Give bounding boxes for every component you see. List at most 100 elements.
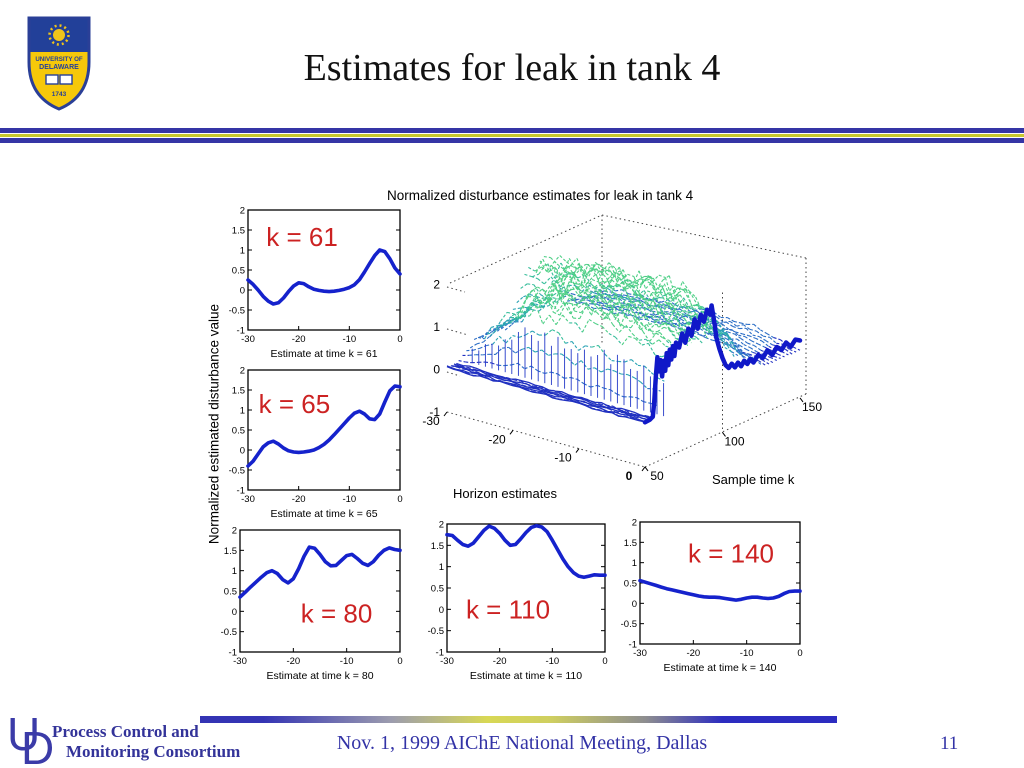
svg-text:0: 0 <box>797 648 802 659</box>
logo-year: 1743 <box>52 91 67 98</box>
svg-text:2: 2 <box>232 526 237 537</box>
svg-text:0.5: 0.5 <box>232 426 245 437</box>
svg-text:1: 1 <box>433 320 440 334</box>
k-annotation: k = 61 <box>266 222 338 252</box>
ud-monogram-logo: U D <box>7 712 54 768</box>
monogram-u: U <box>7 712 40 760</box>
subplot-k140: 2 1.5 1 0.5 0 -0.5 -1 -30 -20 -10 0 Estimate at tim… <box>614 516 808 695</box>
svg-text:-1: -1 <box>629 640 637 651</box>
svg-text:1.5: 1.5 <box>232 226 245 237</box>
svg-text:-20: -20 <box>488 432 506 446</box>
svg-text:0.5: 0.5 <box>224 587 237 598</box>
svg-text:50: 50 <box>650 469 664 483</box>
consortium-line1: Process Control and <box>52 722 199 741</box>
front-edge-trace <box>642 303 803 425</box>
svg-text:0: 0 <box>397 494 402 505</box>
figure-title: Normalized disturbance estimates for lea… <box>387 188 694 203</box>
subplot-k80: 2 1.5 1 0.5 0 -0.5 -1 -30 -20 -10 0 Estimate at tim… <box>214 524 408 703</box>
subplot-k61: 2 1.5 1 0.5 0 -0.5 -1 -30 -20 -10 0 Estimate at tim… <box>222 204 408 381</box>
svg-text:-10: -10 <box>740 648 754 659</box>
consortium-line2: Monitoring Consortium <box>66 742 241 761</box>
monogram-d: D <box>21 722 54 768</box>
svg-text:-10: -10 <box>545 656 559 667</box>
subplot-k65: 2 1.5 1 0.5 0 -0.5 -1 -30 -20 -10 0 Estimate at tim… <box>222 364 408 541</box>
svg-text:100: 100 <box>724 434 744 448</box>
footer-meeting-text: Nov. 1, 1999 AIChE National Meeting, Dal… <box>336 732 708 754</box>
surface-plot-3d: 2 1 0 -1 -30 -20 -10 0 50 100 150 Horizon estimates… <box>420 200 840 510</box>
consortium-name: Process Control and Monitoring Consortiu… <box>52 722 240 762</box>
svg-text:1.5: 1.5 <box>224 546 237 557</box>
k-annotation: k = 140 <box>688 538 774 568</box>
svg-text:-30: -30 <box>233 656 247 667</box>
x-axis-label: Estimate at time k = 110 <box>470 670 582 682</box>
svg-text:2: 2 <box>632 518 637 529</box>
p110-svg: 2 1.5 1 0.5 0 -0.5 -1-30 -20 -10 0 Estimate at tim… <box>428 520 608 683</box>
svg-text:2: 2 <box>240 206 245 217</box>
svg-text:1: 1 <box>439 562 444 573</box>
svg-text:1.5: 1.5 <box>232 386 245 397</box>
divider-stripe-gap1 <box>0 133 1024 134</box>
svg-text:-20: -20 <box>686 648 700 659</box>
svg-text:-20: -20 <box>292 494 306 505</box>
title-divider-bar <box>0 128 1024 143</box>
data-line <box>238 545 402 599</box>
figure-y-axis-label: Normalized estimated disturbance value <box>206 303 222 545</box>
svg-text:-20: -20 <box>493 656 507 667</box>
svg-text:-10: -10 <box>554 451 572 465</box>
data-line <box>638 578 802 602</box>
svg-text:0: 0 <box>397 334 402 345</box>
x-axis-label: Estimate at time k = 65 <box>270 508 377 520</box>
horizon-axis-label: Horizon estimates <box>453 486 558 501</box>
svg-text:-30: -30 <box>241 494 255 505</box>
svg-text:0.5: 0.5 <box>624 579 637 590</box>
book-left-page <box>45 74 59 85</box>
k-annotation: k = 65 <box>259 389 331 419</box>
book-right-page <box>59 74 73 85</box>
axes-box <box>247 369 401 491</box>
svg-text:-20: -20 <box>292 334 306 345</box>
svg-text:2: 2 <box>439 520 444 531</box>
svg-text:-10: -10 <box>342 494 356 505</box>
axes-box <box>239 529 401 653</box>
svg-text:-30: -30 <box>241 334 255 345</box>
surf3d-svg: 2 1 0 -1-30 -20 -10 0 50 100 150 Horizon estimates… <box>422 214 822 501</box>
svg-text:0: 0 <box>240 286 245 297</box>
k-annotation: k = 80 <box>301 599 373 629</box>
svg-text:-0.5: -0.5 <box>428 626 444 637</box>
svg-text:150: 150 <box>802 400 822 414</box>
svg-text:0: 0 <box>397 656 402 667</box>
svg-text:-20: -20 <box>286 656 300 667</box>
logo-banner-top: UNIVERSITY OF <box>35 56 83 63</box>
svg-text:0: 0 <box>602 656 607 667</box>
svg-text:0: 0 <box>232 607 237 618</box>
k-annotation: k = 110 <box>466 595 550 625</box>
svg-text:0: 0 <box>439 605 444 616</box>
svg-text:1.5: 1.5 <box>624 538 637 549</box>
svg-text:-1: -1 <box>229 648 237 659</box>
svg-text:0.5: 0.5 <box>431 584 444 595</box>
sun-rays-icon <box>48 24 70 46</box>
footer-gradient-bar <box>200 716 837 723</box>
p65-svg: 2 1.5 1 0.5 0 -0.5 -1-30 -20 -10 0 Estimate at tim… <box>229 366 403 521</box>
logo-banner-bottom: DELAWARE <box>39 64 79 71</box>
svg-text:0: 0 <box>626 469 633 483</box>
svg-text:-1: -1 <box>429 405 440 419</box>
svg-text:-30: -30 <box>440 656 454 667</box>
svg-text:-10: -10 <box>342 334 356 345</box>
svg-text:0: 0 <box>632 599 637 610</box>
svg-text:2: 2 <box>240 366 245 377</box>
data-line <box>246 248 402 306</box>
divider-stripe-gap2 <box>0 137 1024 138</box>
svg-text:-10: -10 <box>340 656 354 667</box>
data-line <box>445 523 607 580</box>
divider-stripe-blue-top <box>0 128 1024 133</box>
svg-text:1: 1 <box>232 566 237 577</box>
svg-text:-0.5: -0.5 <box>229 466 245 477</box>
page-number: 11 <box>940 733 959 754</box>
divider-stripe-yellow <box>0 134 1024 137</box>
svg-text:0: 0 <box>433 363 440 377</box>
x-axis-label: Estimate at time k = 140 <box>664 662 777 674</box>
svg-text:-1: -1 <box>237 326 245 337</box>
university-shield-logo: UNIVERSITY OF DELAWARE 1743 <box>27 16 91 111</box>
